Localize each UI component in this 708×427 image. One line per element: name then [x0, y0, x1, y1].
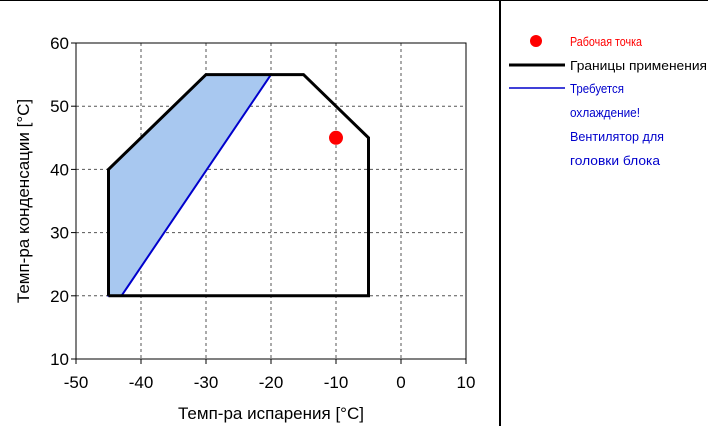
- legend: Рабочая точка Границы применения Требует…: [509, 34, 707, 168]
- legend-cooling-label-3: Вентилятор для: [570, 129, 664, 144]
- x-tick-label: 10: [457, 373, 476, 392]
- y-axis-label: Темп-ра конденсации [°C]: [14, 99, 33, 303]
- y-tick-label: 40: [50, 160, 69, 179]
- x-tick-label: -10: [324, 373, 349, 392]
- application-limits-line: [107, 73, 370, 298]
- legend-cooling-label-2: охлаждение!: [570, 105, 640, 120]
- legend-application-limits-label: Границы применения: [570, 58, 707, 73]
- cooling-required-region: [107, 73, 273, 297]
- legend-operating-point-marker: [530, 35, 542, 47]
- x-axis-label: Темп-ра испарения [°C]: [178, 404, 364, 423]
- cooling-required-area: [107, 73, 273, 297]
- x-ticks: -50 -40 -30 -20 -10 0 10: [64, 359, 476, 392]
- y-tick-label: 10: [50, 350, 69, 369]
- chart-panel: -50 -40 -30 -20 -10 0 10 10 20 30 40 50 60 Темп-ра …: [0, 0, 500, 426]
- legend-cooling-label-1: Требуется: [570, 81, 624, 96]
- series-lines: [107, 73, 370, 298]
- legend-cooling-label-4: головки блока: [570, 153, 661, 168]
- x-tick-label: 0: [396, 373, 405, 392]
- y-ticks: 10 20 30 40 50 60: [50, 34, 76, 369]
- x-tick-label: -20: [259, 373, 284, 392]
- legend-panel: Рабочая точка Границы применения Требует…: [500, 0, 708, 426]
- y-tick-label: 20: [50, 287, 69, 306]
- x-tick-label: -40: [129, 373, 154, 392]
- y-tick-label: 60: [50, 34, 69, 53]
- operating-point: [329, 130, 343, 145]
- x-tick-label: -30: [194, 373, 219, 392]
- y-tick-label: 50: [50, 97, 69, 116]
- application-envelope-chart: -50 -40 -30 -20 -10 0 10 10 20 30 40 50 60 Темп-ра …: [14, 34, 476, 423]
- legend-operating-point-label: Рабочая точка: [570, 34, 643, 49]
- operating-points: [329, 130, 343, 145]
- y-tick-label: 30: [50, 224, 69, 243]
- x-tick-label: -50: [64, 373, 89, 392]
